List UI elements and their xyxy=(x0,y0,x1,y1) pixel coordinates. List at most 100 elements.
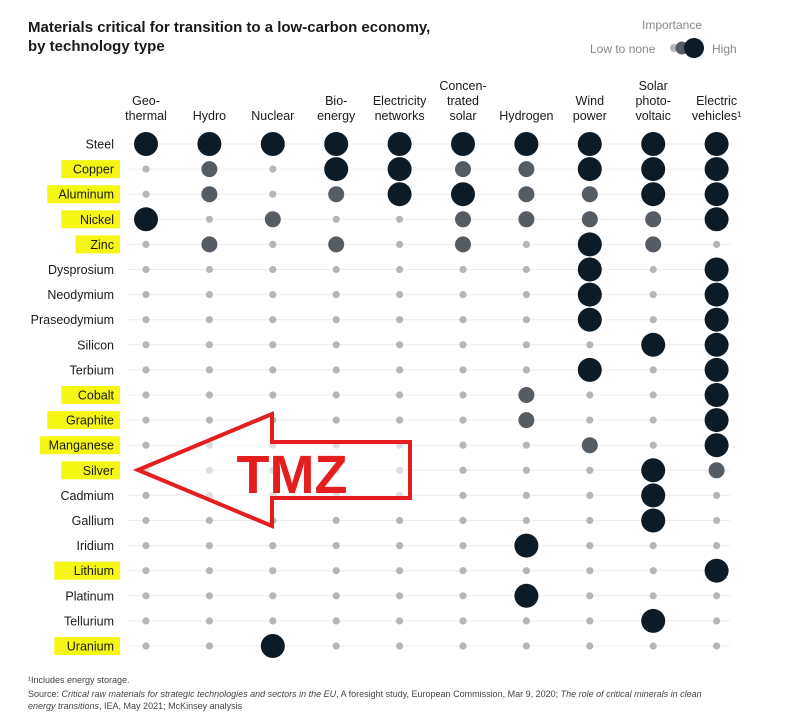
column-header-label: Geo- xyxy=(132,94,160,108)
importance-dot xyxy=(586,567,594,575)
importance-dot xyxy=(704,157,729,182)
importance-dot xyxy=(522,491,531,499)
importance-dot xyxy=(451,132,475,156)
importance-dot xyxy=(269,190,277,198)
importance-dot xyxy=(396,240,404,248)
importance-dot xyxy=(142,516,150,525)
importance-dot xyxy=(269,491,277,499)
column-header-label: networks xyxy=(375,109,425,123)
importance-dot xyxy=(201,236,218,253)
importance-dot xyxy=(205,592,213,600)
importance-dot xyxy=(142,567,150,575)
importance-dot xyxy=(459,592,467,600)
importance-dot xyxy=(704,207,729,232)
importance-dot xyxy=(586,491,594,499)
importance-dot xyxy=(396,466,404,474)
importance-dot xyxy=(645,211,662,228)
importance-dot xyxy=(332,617,340,625)
importance-dot xyxy=(713,592,721,600)
importance-dot xyxy=(332,567,340,575)
column-header-label: Wind xyxy=(576,94,605,108)
importance-dot xyxy=(713,516,721,525)
importance-dot xyxy=(704,257,729,282)
importance-dot xyxy=(459,341,467,349)
row-label: Dysprosium xyxy=(48,263,114,277)
importance-dot xyxy=(205,466,213,474)
importance-dot xyxy=(704,357,729,382)
importance-dot xyxy=(641,132,666,156)
column-header-label: solar xyxy=(449,109,476,123)
importance-dot xyxy=(586,341,594,349)
importance-dot xyxy=(332,215,340,223)
importance-dot xyxy=(332,441,340,449)
importance-dot xyxy=(197,132,222,156)
importance-dot xyxy=(577,157,602,182)
importance-dot xyxy=(459,391,467,399)
source-mid-2: , IEA, May 2021; McKinsey analysis xyxy=(99,701,243,711)
importance-dot xyxy=(518,186,535,203)
source-prefix: Source: xyxy=(28,689,62,699)
importance-dot xyxy=(396,265,404,274)
importance-dot xyxy=(522,642,531,650)
column-header-label: Electric xyxy=(696,94,737,108)
importance-dot xyxy=(142,642,150,650)
source-mid-1: , A foresight study, European Commission… xyxy=(336,689,561,699)
chart-title: Materials critical for transition to a l… xyxy=(28,19,431,55)
importance-dot xyxy=(713,542,721,550)
importance-dot xyxy=(332,466,340,474)
importance-dot xyxy=(396,416,404,424)
importance-dot xyxy=(649,416,657,424)
importance-legend: Importance Low to none High xyxy=(580,16,780,62)
importance-dot xyxy=(522,291,531,299)
importance-dot xyxy=(577,282,602,307)
importance-dot xyxy=(205,491,213,499)
importance-dot xyxy=(332,391,340,399)
importance-dot xyxy=(142,441,150,449)
importance-dot xyxy=(269,416,277,424)
importance-dot xyxy=(269,391,277,399)
column-header-label: Hydro xyxy=(193,109,226,123)
importance-dot xyxy=(641,458,666,483)
column-header-label: Solar xyxy=(639,79,668,93)
importance-dot xyxy=(522,240,531,248)
importance-dot xyxy=(586,391,594,399)
column-header-label: voltaic xyxy=(635,109,670,123)
importance-dot xyxy=(201,161,218,178)
importance-dot xyxy=(459,316,467,324)
importance-dot xyxy=(704,383,729,407)
importance-dot xyxy=(514,132,539,156)
importance-dot xyxy=(396,567,404,575)
importance-dot xyxy=(577,232,602,257)
importance-dot xyxy=(586,542,594,550)
importance-dot xyxy=(142,391,150,399)
row-label: Lithium xyxy=(74,564,114,578)
importance-dot xyxy=(451,182,475,207)
importance-dot xyxy=(142,316,150,324)
importance-dot xyxy=(641,483,666,508)
label-highlight xyxy=(61,160,120,179)
materials-heatmap-chart: Geo-thermal Hydro Nuclear Bio-energy Electri… xyxy=(31,79,741,658)
row-label: Nickel xyxy=(80,213,114,227)
importance-dot xyxy=(387,132,412,156)
importance-dot xyxy=(328,186,345,203)
importance-dot xyxy=(269,441,277,449)
importance-dot xyxy=(641,332,666,357)
importance-dot xyxy=(704,558,729,583)
importance-dot xyxy=(577,257,602,282)
column-header-label: thermal xyxy=(125,109,167,123)
importance-dot xyxy=(577,357,602,382)
importance-dot xyxy=(201,186,218,203)
importance-dot xyxy=(142,542,150,550)
label-highlight xyxy=(61,461,120,480)
importance-dot xyxy=(396,366,404,374)
importance-dot xyxy=(205,215,213,223)
legend-low-label: Low to none xyxy=(590,42,656,56)
importance-dot xyxy=(522,341,531,349)
row-label: Iridium xyxy=(76,539,114,553)
row-label: Cobalt xyxy=(78,389,115,403)
importance-dot xyxy=(649,316,657,324)
importance-dot xyxy=(205,366,213,374)
importance-dot xyxy=(332,642,340,650)
importance-dot xyxy=(522,366,531,374)
importance-dot xyxy=(586,416,594,424)
